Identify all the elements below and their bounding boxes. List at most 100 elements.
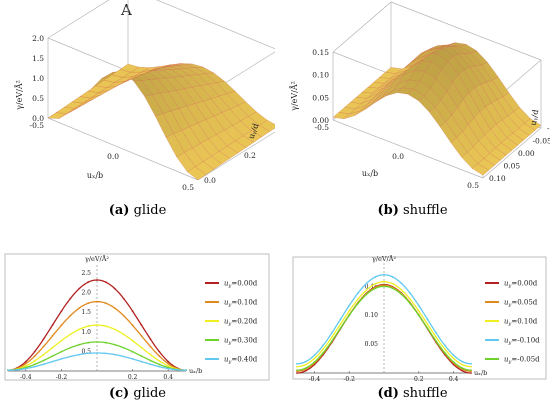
data-point	[140, 355, 143, 357]
data-point	[113, 287, 116, 290]
y-tick-label: -0.05	[533, 137, 550, 146]
data-point	[374, 276, 377, 278]
data-point	[167, 365, 170, 367]
data-point	[461, 360, 464, 363]
data-point	[33, 365, 36, 368]
data-point	[409, 298, 411, 301]
data-point	[51, 335, 54, 337]
legend-label: uy=0.05d	[504, 299, 538, 309]
data-point	[304, 369, 307, 372]
data-point	[400, 288, 403, 291]
data-point	[78, 307, 81, 309]
data-point	[69, 355, 72, 358]
data-point	[322, 348, 324, 350]
data-point	[167, 362, 170, 365]
y-tick-label: 2.0	[81, 290, 91, 297]
data-point	[69, 333, 72, 336]
data-point	[365, 282, 368, 285]
data-point	[330, 332, 333, 334]
data-point	[444, 344, 446, 347]
z-tick-label: 0.05	[312, 93, 329, 102]
data-point	[426, 327, 429, 330]
x-tick-label: 0.2	[128, 374, 138, 381]
data-point	[51, 324, 54, 326]
surface-patch	[384, 67, 403, 74]
figure-label: A	[120, 1, 132, 19]
data-point	[78, 287, 81, 290]
data-point	[33, 350, 36, 353]
z-axis-label: γ/eV/Å²	[15, 80, 24, 110]
data-point	[113, 307, 116, 309]
data-point	[105, 341, 107, 344]
y-tick-label: 0.0	[204, 176, 216, 185]
data-point	[330, 340, 333, 343]
data-point	[105, 302, 107, 305]
data-point	[470, 365, 472, 368]
data-point	[60, 358, 63, 360]
data-point	[16, 368, 18, 371]
surface-plot-shuffle: 0.150.100.050.00-0.50.00.50.100.050.00-0…	[290, 1, 550, 190]
x-axis-label: uₓ/b	[189, 367, 202, 375]
y-tick-label: 0.15	[365, 283, 379, 290]
data-point	[149, 363, 152, 366]
data-point	[78, 343, 81, 346]
data-point	[348, 310, 351, 312]
data-point	[158, 365, 161, 368]
data-point	[158, 360, 161, 362]
data-point	[400, 293, 403, 296]
z-tick-label: 0.0	[32, 114, 44, 123]
surface-plot-glide: A 2.01.51.00.50.0-0.50.00.50.00.20.4γ/eV…	[15, 0, 275, 192]
data-point	[322, 351, 324, 354]
data-point	[96, 279, 98, 281]
data-point	[470, 369, 472, 371]
data-point	[69, 346, 72, 349]
data-point	[452, 361, 455, 363]
data-point	[149, 353, 152, 356]
data-point	[42, 345, 45, 348]
data-point	[339, 327, 342, 330]
data-point	[51, 346, 54, 349]
legend-label: uy=-0.10d	[504, 337, 540, 347]
box-edge	[332, 119, 484, 179]
y-tick-label: 1.0	[81, 329, 91, 336]
data-point	[24, 367, 27, 370]
data-point	[131, 358, 134, 360]
surface-b	[332, 42, 542, 176]
data-point	[105, 325, 107, 328]
data-point	[69, 297, 72, 300]
z-tick-label: 0.00	[312, 116, 329, 125]
data-point	[374, 287, 377, 290]
box-edge	[390, 1, 542, 61]
data-point	[51, 355, 54, 357]
x-tick-label: 0.5	[182, 183, 194, 192]
data-point	[149, 359, 152, 362]
data-point	[96, 300, 98, 303]
legend-label: uy=0.40d	[224, 356, 258, 366]
z-tick-label: 0.10	[312, 71, 329, 80]
data-point	[348, 314, 351, 317]
data-point	[185, 369, 187, 372]
data-point	[374, 282, 377, 285]
data-point	[461, 369, 464, 372]
data-point	[87, 302, 89, 305]
legend-label: uy=-0.05d	[504, 356, 540, 366]
data-point	[96, 324, 98, 326]
z-tick-label: 1.0	[32, 74, 44, 83]
data-point	[339, 323, 342, 326]
data-point	[339, 318, 342, 321]
legend-label: uy=0.10d	[224, 299, 258, 309]
box-edge	[197, 131, 275, 181]
y-tick-label: -0.10	[547, 124, 550, 133]
data-point	[24, 362, 27, 365]
data-point	[140, 360, 143, 363]
data-point	[149, 338, 152, 340]
data-point	[357, 302, 359, 305]
y-axis-label: γ/eV/Å²	[372, 254, 396, 263]
data-point	[417, 304, 420, 307]
data-point	[313, 354, 316, 357]
data-point	[131, 339, 134, 342]
y-axis-label: γ/eV/Å²	[85, 254, 109, 263]
data-point	[357, 298, 359, 301]
data-point	[383, 280, 385, 283]
data-point	[304, 360, 307, 363]
